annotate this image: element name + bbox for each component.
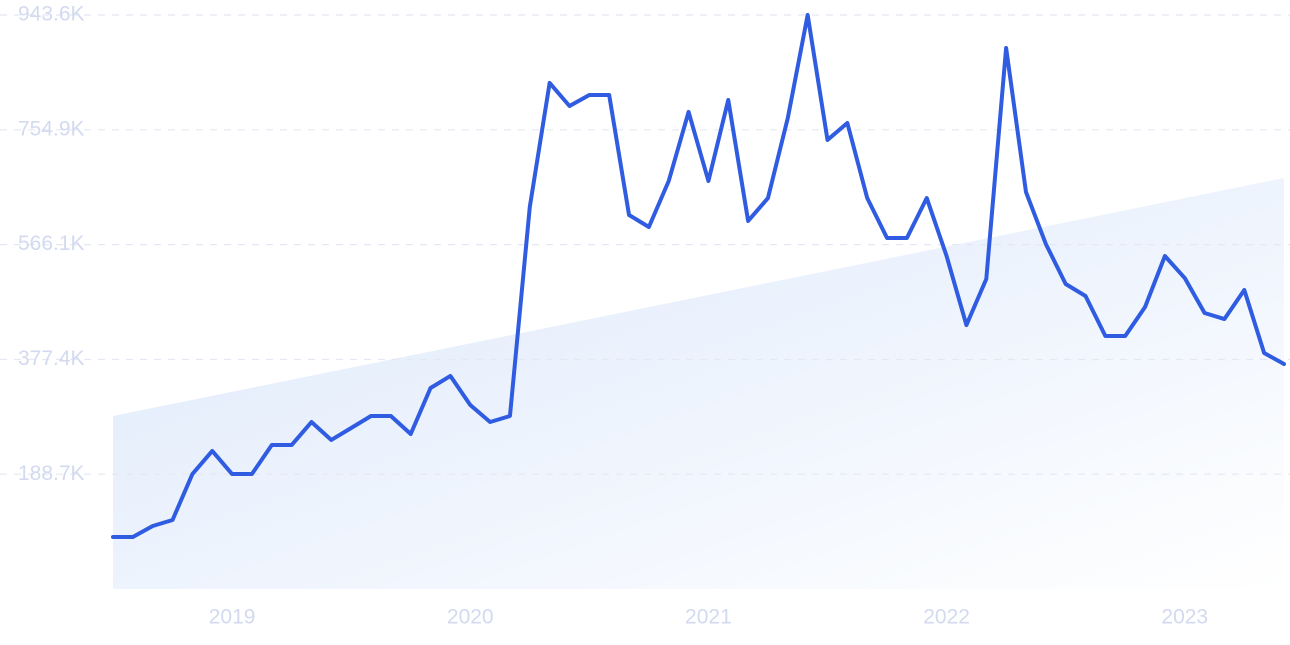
y-tick-label: 754.9K: [18, 117, 85, 140]
y-tick-label: 377.4K: [18, 347, 85, 370]
x-tick-label: 2021: [685, 606, 732, 629]
x-tick-label: 2022: [923, 606, 970, 629]
data-line: [111, 13, 1286, 539]
trend-area: [113, 178, 1284, 589]
y-tick-label: 943.6K: [18, 3, 85, 26]
x-tick-label: 2020: [447, 606, 494, 629]
y-tick-label: 566.1K: [18, 232, 85, 255]
x-tick-label: 2019: [209, 606, 256, 629]
y-tick-label: 188.7K: [18, 462, 85, 485]
x-tick-label: 2023: [1161, 606, 1208, 629]
